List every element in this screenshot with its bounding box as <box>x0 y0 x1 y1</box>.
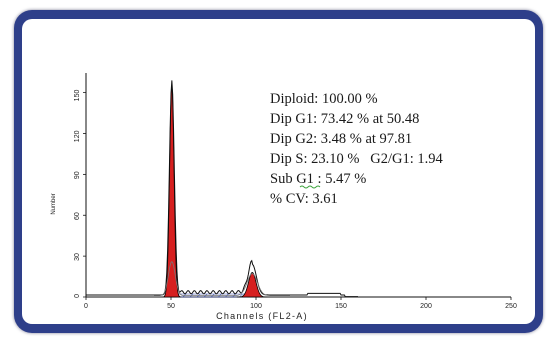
y-tick-label: 150 <box>74 90 81 102</box>
x-tick-label: 250 <box>505 303 517 310</box>
g2-peak <box>236 272 268 298</box>
y-tick-label: 120 <box>74 130 81 142</box>
y-tick-label: 60 <box>74 212 81 220</box>
x-tick-label: 100 <box>250 303 262 310</box>
y-axis-label: Number <box>51 193 57 214</box>
fit-curve <box>154 260 290 297</box>
stat-dip-g1: Dip G1: 73.42 % at 50.48 <box>270 111 419 127</box>
x-tick-label: 50 <box>167 303 175 310</box>
stat-dip-s: Dip S: 23.10 % G2/G1: 1.94 <box>270 151 444 167</box>
x-axis-label: Channels (FL2-A) <box>216 311 308 321</box>
x-tick-label: 0 <box>84 303 88 310</box>
chart-panel: 0 50 100 150 200 250 0 30 60 90 120 150 Number Chan… <box>22 19 535 324</box>
x-tick-label: 150 <box>335 303 347 310</box>
x-tick-label: 200 <box>420 303 432 310</box>
stat-sub-g1: Sub G1 : 5.47 % <box>270 171 366 187</box>
dna-histogram-chart: 0 50 100 150 200 250 0 30 60 90 120 150 Number Chan… <box>51 73 517 321</box>
histogram-trace <box>86 80 358 298</box>
stat-dip-g2: Dip G2: 3.48 % at 97.81 <box>270 131 412 147</box>
stat-diploid: Diploid: 100.00 % <box>270 91 378 107</box>
y-tick-label: 0 <box>74 294 81 298</box>
stat-cv: % CV: 3.61 <box>270 191 338 207</box>
spellcheck-squiggle <box>299 185 321 189</box>
y-tick-label: 30 <box>74 253 81 261</box>
y-tick-label: 90 <box>74 171 81 179</box>
g1-peak <box>162 85 181 298</box>
stats-block: Diploid: 100.00 % Dip G1: 73.42 % at 50.… <box>270 91 444 207</box>
